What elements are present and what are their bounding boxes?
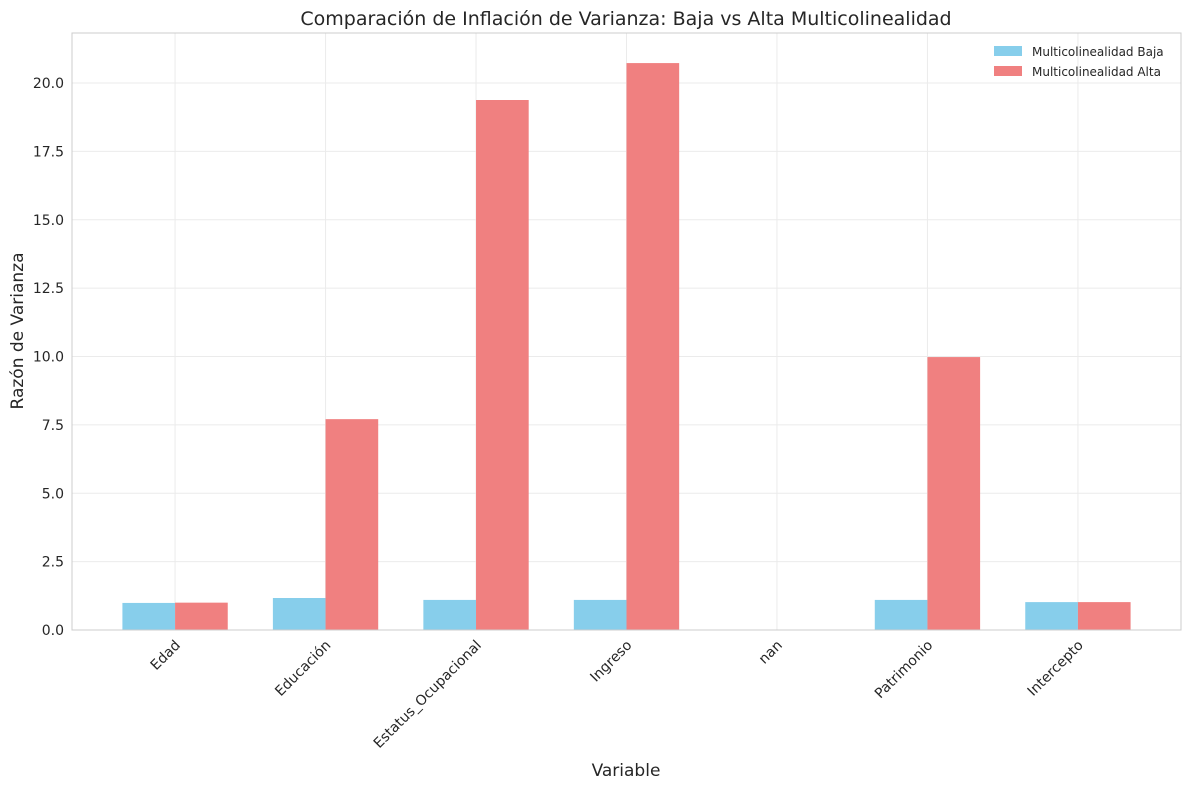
y-tick-label: 7.5 [42,418,64,434]
bar-alta [1077,602,1131,630]
y-axis-label: Razón de Varianza [8,253,28,410]
bar-baja [1025,602,1078,630]
bar-alta [325,419,379,630]
legend-label: Multicolinealidad Alta [1032,65,1161,79]
bar-baja [573,599,627,630]
chart-title: Comparación de Inflación de Varianza: Ba… [300,8,951,30]
y-tick-label: 2.5 [42,555,64,571]
plot-frame [71,32,1182,631]
legend-swatch [994,66,1022,76]
x-tick-label: Educación [272,638,334,700]
x-tick-label: Patrimonio [872,638,936,702]
y-tick-label: 20.0 [33,76,64,92]
bar-baja [272,598,326,630]
bar-alta [175,602,228,630]
bar-alta [476,100,529,630]
legend: Multicolinealidad Baja Multicolinealidad … [994,45,1164,79]
y-tick-label: 5.0 [42,486,64,502]
y-tick-label: 17.5 [33,144,64,160]
bar-baja [423,599,477,630]
bar-alta [927,357,981,630]
y-tick-label: 12.5 [33,281,64,297]
bar-baja [874,599,928,630]
x-tick-label: Intercepto [1025,638,1087,700]
x-tick-label: nan [756,638,786,668]
y-tick-label: 10.0 [33,350,64,366]
bar-baja [122,602,176,630]
bar-alta [626,63,680,630]
x-tick-label: Ingreso [587,638,635,686]
legend-label: Multicolinealidad Baja [1032,45,1164,59]
legend-swatch [994,46,1022,56]
x-axis-label: Variable [592,761,661,781]
x-tick-label: Estatus_Ocupacional [371,638,485,752]
x-tick-label: Edad [148,638,184,674]
y-tick-label: 0.0 [42,623,64,639]
y-tick-label: 15.0 [33,213,64,229]
